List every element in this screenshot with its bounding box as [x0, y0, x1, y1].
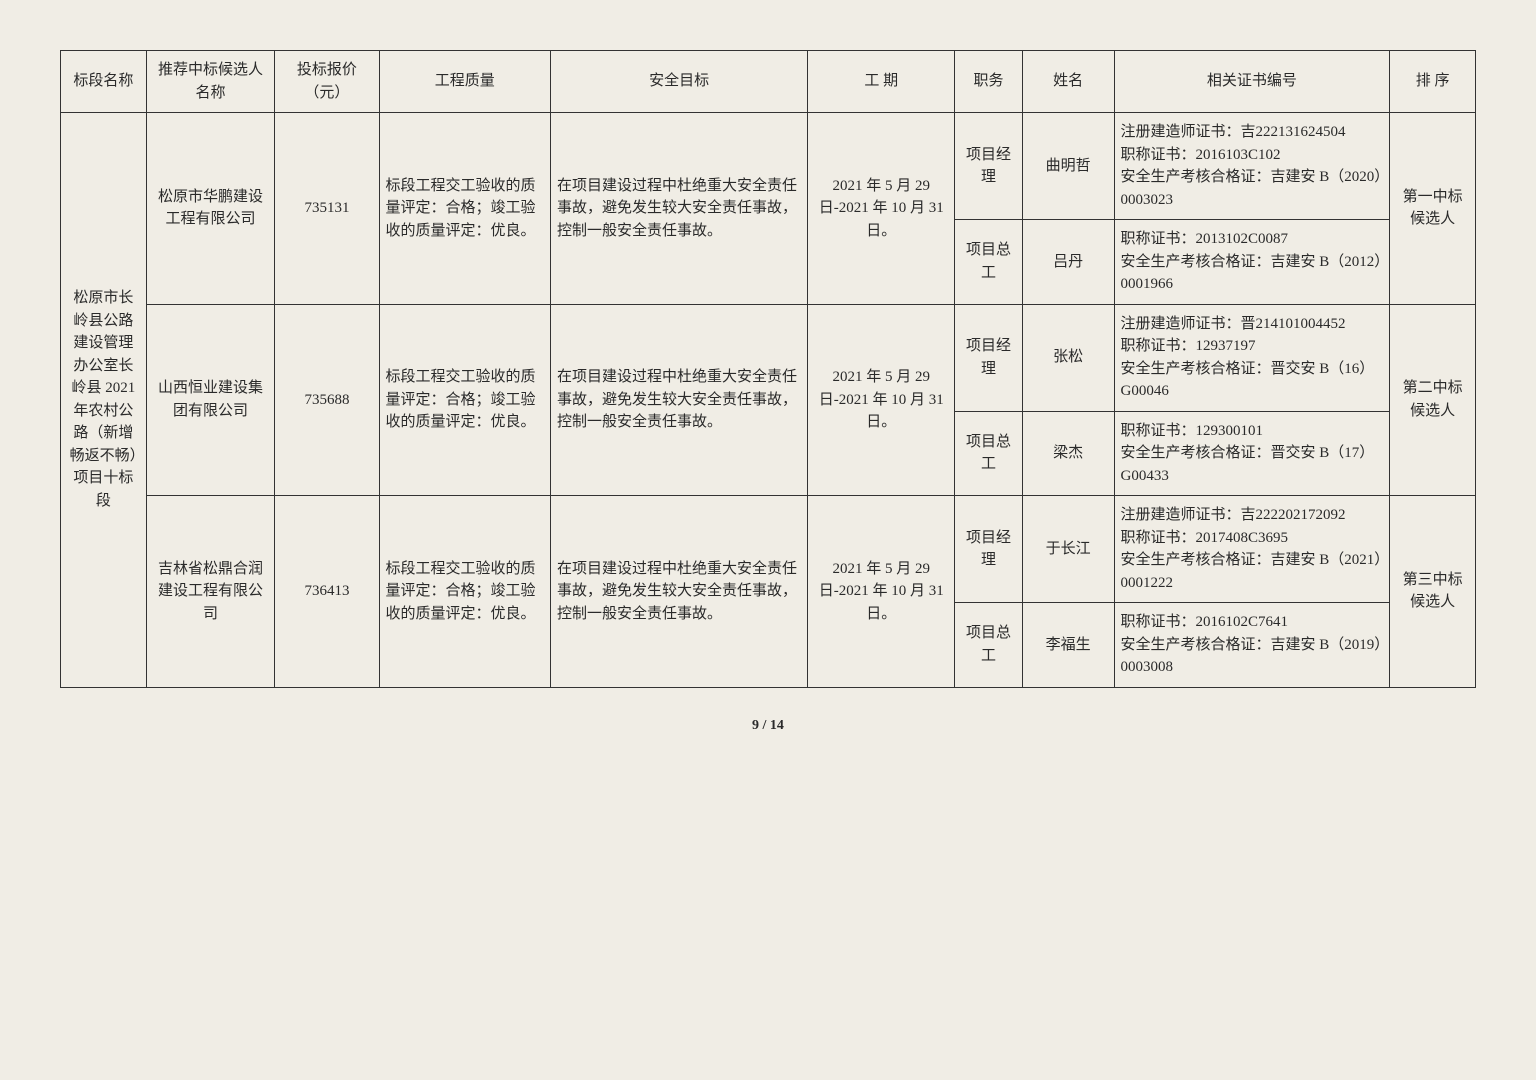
candidate-safety: 在项目建设过程中杜绝重大安全责任事故，避免发生较大安全责任事故，控制一般安全责任…: [551, 496, 808, 688]
candidate-quality: 标段工程交工验收的质量评定：合格；竣工验收的质量评定：优良。: [379, 113, 551, 305]
header-rank: 排 序: [1390, 51, 1476, 113]
header-name: 姓名: [1022, 51, 1114, 113]
header-section: 标段名称: [61, 51, 147, 113]
candidate-quality: 标段工程交工验收的质量评定：合格；竣工验收的质量评定：优良。: [379, 496, 551, 688]
personnel-cert: 职称证书：2013102C0087安全生产考核合格证：吉建安 B（2012）00…: [1114, 220, 1390, 305]
personnel-name: 曲明哲: [1022, 113, 1114, 220]
header-certificate: 相关证书编号: [1114, 51, 1390, 113]
section-name-cell: 松原市长岭县公路建设管理办公室长岭县 2021 年农村公路（新增畅返不畅）项目十…: [61, 113, 147, 688]
personnel-position: 项目总工: [955, 411, 1022, 496]
header-safety: 安全目标: [551, 51, 808, 113]
personnel-name: 梁杰: [1022, 411, 1114, 496]
candidate-company: 松原市华鹏建设工程有限公司: [146, 113, 275, 305]
candidate-safety: 在项目建设过程中杜绝重大安全责任事故，避免发生较大安全责任事故，控制一般安全责任…: [551, 304, 808, 496]
candidate-safety: 在项目建设过程中杜绝重大安全责任事故，避免发生较大安全责任事故，控制一般安全责任…: [551, 113, 808, 305]
personnel-name: 于长江: [1022, 496, 1114, 603]
personnel-position: 项目总工: [955, 603, 1022, 688]
candidate-price: 735131: [275, 113, 379, 305]
header-position: 职务: [955, 51, 1022, 113]
personnel-name: 李福生: [1022, 603, 1114, 688]
personnel-cert: 注册建造师证书：晋214101004452职称证书：12937197安全生产考核…: [1114, 304, 1390, 411]
header-quality: 工程质量: [379, 51, 551, 113]
header-period: 工 期: [808, 51, 955, 113]
table-row: 山西恒业建设集团有限公司 735688 标段工程交工验收的质量评定：合格；竣工验…: [61, 304, 1476, 411]
candidate-quality: 标段工程交工验收的质量评定：合格；竣工验收的质量评定：优良。: [379, 304, 551, 496]
personnel-position: 项目总工: [955, 220, 1022, 305]
candidate-company: 吉林省松鼎合润建设工程有限公司: [146, 496, 275, 688]
personnel-cert: 职称证书：129300101安全生产考核合格证：晋交安 B（17）G00433: [1114, 411, 1390, 496]
candidate-rank: 第二中标候选人: [1390, 304, 1476, 496]
candidate-period: 2021 年 5 月 29 日-2021 年 10 月 31 日。: [808, 496, 955, 688]
page-number: 9 / 14: [60, 718, 1476, 734]
table-row: 松原市长岭县公路建设管理办公室长岭县 2021 年农村公路（新增畅返不畅）项目十…: [61, 113, 1476, 220]
candidate-rank: 第三中标候选人: [1390, 496, 1476, 688]
candidate-rank: 第一中标候选人: [1390, 113, 1476, 305]
personnel-name: 张松: [1022, 304, 1114, 411]
personnel-name: 吕丹: [1022, 220, 1114, 305]
table-row: 吉林省松鼎合润建设工程有限公司 736413 标段工程交工验收的质量评定：合格；…: [61, 496, 1476, 603]
candidate-company: 山西恒业建设集团有限公司: [146, 304, 275, 496]
table-header-row: 标段名称 推荐中标候选人名称 投标报价（元） 工程质量 安全目标 工 期 职务 …: [61, 51, 1476, 113]
candidate-price: 736413: [275, 496, 379, 688]
personnel-cert: 注册建造师证书：吉222131624504职称证书：2016103C102安全生…: [1114, 113, 1390, 220]
bid-candidates-table: 标段名称 推荐中标候选人名称 投标报价（元） 工程质量 安全目标 工 期 职务 …: [60, 50, 1476, 688]
document-page: 标段名称 推荐中标候选人名称 投标报价（元） 工程质量 安全目标 工 期 职务 …: [60, 50, 1476, 734]
candidate-price: 735688: [275, 304, 379, 496]
personnel-cert: 职称证书：2016102C7641安全生产考核合格证：吉建安 B（2019）00…: [1114, 603, 1390, 688]
candidate-period: 2021 年 5 月 29 日-2021 年 10 月 31 日。: [808, 113, 955, 305]
header-candidate: 推荐中标候选人名称: [146, 51, 275, 113]
personnel-position: 项目经理: [955, 113, 1022, 220]
header-price: 投标报价（元）: [275, 51, 379, 113]
personnel-cert: 注册建造师证书：吉222202172092职称证书：2017408C3695安全…: [1114, 496, 1390, 603]
personnel-position: 项目经理: [955, 496, 1022, 603]
personnel-position: 项目经理: [955, 304, 1022, 411]
candidate-period: 2021 年 5 月 29 日-2021 年 10 月 31 日。: [808, 304, 955, 496]
